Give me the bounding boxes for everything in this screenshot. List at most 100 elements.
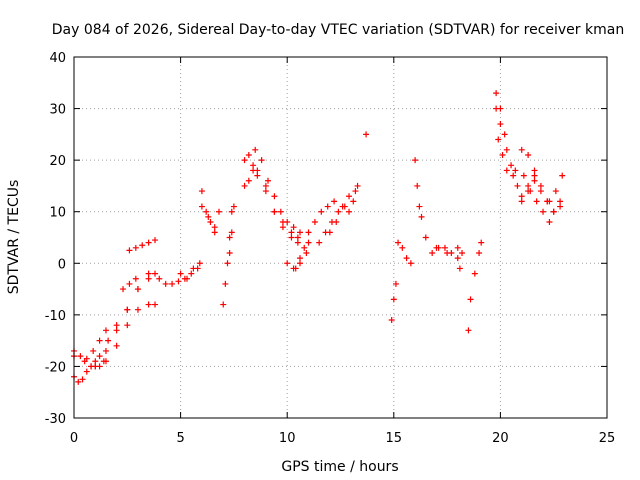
data-point — [559, 172, 566, 179]
data-point — [294, 234, 301, 241]
data-point — [207, 219, 214, 226]
y-tick-label: -20 — [45, 360, 66, 375]
y-axis-label: SDTVAR / TECUs — [6, 180, 22, 295]
data-point — [145, 239, 152, 246]
series-track-am — [518, 177, 538, 205]
data-point — [288, 229, 295, 236]
series-track-y — [363, 131, 370, 138]
data-point — [156, 275, 163, 282]
x-tick-label: 15 — [386, 431, 403, 446]
series-track-w — [326, 188, 359, 236]
data-point — [92, 358, 99, 365]
data-point — [503, 167, 510, 174]
data-point — [113, 322, 120, 329]
data-point — [540, 208, 547, 215]
data-point — [205, 213, 212, 220]
data-point — [546, 198, 553, 205]
data-point — [215, 208, 222, 215]
data-point — [296, 229, 303, 236]
data-point — [525, 188, 532, 195]
data-point — [497, 121, 504, 128]
data-point — [493, 90, 500, 97]
data-point — [296, 255, 303, 262]
data-point — [363, 131, 370, 138]
data-point — [454, 244, 461, 251]
data-point — [305, 229, 312, 236]
data-point — [203, 208, 210, 215]
data-point — [226, 249, 233, 256]
data-point — [183, 275, 190, 282]
series-track-af — [465, 239, 485, 334]
data-point — [422, 234, 429, 241]
data-point — [162, 280, 169, 287]
data-point — [444, 249, 451, 256]
data-point — [525, 182, 532, 189]
data-point — [550, 208, 557, 215]
x-axis-label: GPS time / hours — [281, 459, 398, 475]
data-point — [316, 239, 323, 246]
data-point — [531, 177, 538, 184]
data-point — [228, 229, 235, 236]
series-track-n — [241, 151, 261, 179]
data-point — [262, 182, 269, 189]
series-track-e — [92, 270, 152, 370]
data-point — [412, 157, 419, 164]
data-point — [465, 327, 472, 334]
data-point — [495, 136, 502, 143]
y-tick-label: -30 — [45, 412, 66, 427]
data-point — [339, 203, 346, 210]
data-point — [537, 188, 544, 195]
series-track-aa — [395, 239, 414, 267]
data-point — [134, 306, 141, 313]
series-track-g — [120, 275, 139, 293]
data-point — [77, 353, 84, 360]
data-point — [395, 239, 402, 246]
data-point — [79, 376, 86, 383]
data-point — [508, 162, 515, 169]
y-tick-label: 30 — [49, 103, 66, 118]
data-point — [169, 280, 176, 287]
y-tick-label: -10 — [45, 309, 66, 324]
data-point — [518, 146, 525, 153]
data-point — [514, 182, 521, 189]
data-point — [120, 286, 127, 293]
data-point — [503, 146, 510, 153]
series-track-ad — [433, 244, 461, 262]
series-track-t — [292, 239, 312, 272]
data-point — [429, 249, 436, 256]
data-point — [222, 280, 229, 287]
data-point — [224, 260, 231, 267]
data-point — [416, 203, 423, 210]
data-point — [113, 327, 120, 334]
series-track-b — [71, 358, 107, 385]
data-point — [226, 234, 233, 241]
data-point — [124, 306, 131, 313]
series-track-ai — [495, 136, 510, 174]
data-point — [333, 219, 340, 226]
data-point — [301, 244, 308, 251]
data-point — [284, 260, 291, 267]
data-points — [71, 90, 566, 385]
data-point — [525, 151, 532, 158]
data-point — [459, 249, 466, 256]
series-track-f — [126, 237, 159, 254]
data-point — [433, 244, 440, 251]
data-point — [198, 188, 205, 195]
data-point — [388, 317, 395, 324]
data-point — [102, 327, 109, 334]
data-point — [177, 270, 184, 277]
data-point — [245, 177, 252, 184]
data-point — [399, 244, 406, 251]
data-point — [476, 249, 483, 256]
series-track-ak — [518, 172, 564, 215]
data-point — [493, 105, 500, 112]
series-track-ab — [412, 157, 425, 220]
data-point — [145, 270, 152, 277]
data-point — [126, 247, 133, 254]
data-point — [145, 301, 152, 308]
data-point — [241, 182, 248, 189]
data-point — [441, 244, 448, 251]
series-track-i — [177, 260, 203, 282]
data-point — [407, 260, 414, 267]
data-point — [305, 239, 312, 246]
